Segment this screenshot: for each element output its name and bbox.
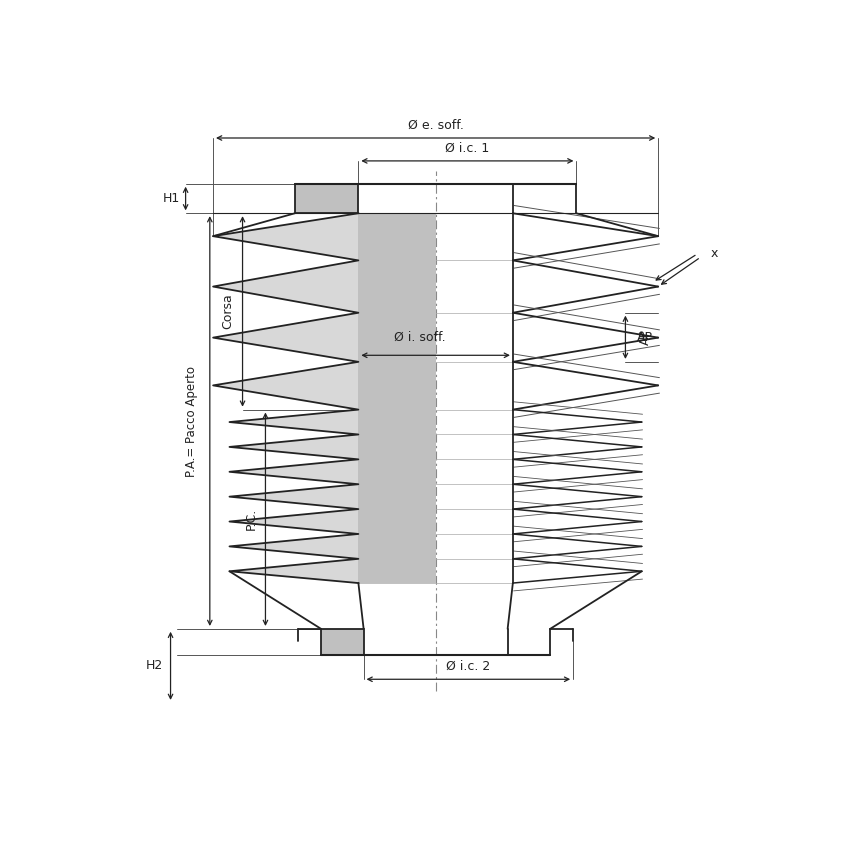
Text: P.A.= Pacco Aperto: P.A.= Pacco Aperto <box>185 366 198 477</box>
Polygon shape <box>321 629 364 655</box>
Text: H1: H1 <box>162 192 180 205</box>
Text: Ø i.c. 2: Ø i.c. 2 <box>446 660 490 672</box>
Text: P.C.: P.C. <box>245 508 258 530</box>
Text: Ø i.c. 1: Ø i.c. 1 <box>445 141 490 155</box>
Text: AP: AP <box>637 331 653 343</box>
Text: H2: H2 <box>145 660 163 672</box>
Text: AP: AP <box>638 329 652 345</box>
Text: x: x <box>711 247 718 260</box>
Text: Ø e. soff.: Ø e. soff. <box>408 118 463 132</box>
Polygon shape <box>213 213 435 583</box>
Polygon shape <box>295 184 359 213</box>
Text: Corsa: Corsa <box>222 293 235 329</box>
Polygon shape <box>359 213 435 583</box>
Text: Ø i. soff.: Ø i. soff. <box>394 331 446 343</box>
